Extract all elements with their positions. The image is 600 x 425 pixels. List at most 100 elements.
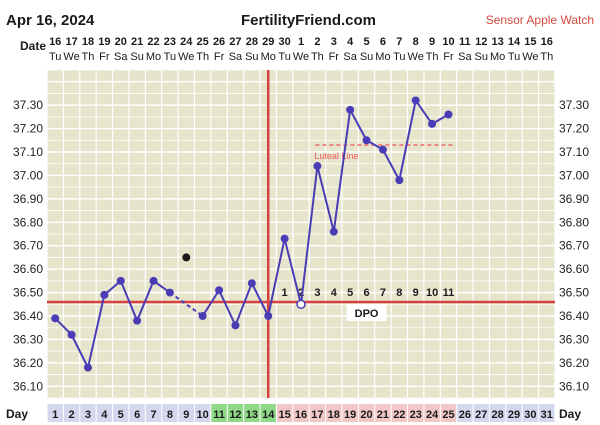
day-cell [391,404,408,422]
day-cell [473,404,489,422]
temp-tick-right: 36.50 [559,286,589,300]
temp-tick-right: 36.80 [559,215,589,229]
date-number: 1 [298,36,304,48]
day-number: 14 [262,409,275,421]
date-number: 9 [429,36,435,48]
temp-point [247,279,256,288]
weekday-label: Sa [114,51,128,63]
day-cell [194,404,211,422]
site-title: FertilityFriend.com [241,12,377,29]
day-cell [293,404,309,422]
temp-line-segment [218,289,237,326]
dpo-number: 8 [396,287,402,299]
dpo-label: DPO [355,308,379,320]
day-cell [63,404,80,422]
temp-point [133,316,142,325]
temp-line-segment [316,165,335,232]
temp-line-segment [398,100,417,181]
sensor-label: Sensor Apple Watch [485,13,594,27]
temp-tick-left: 36.70 [13,239,43,253]
temp-tick-right: 37.30 [559,98,589,112]
date-number: 23 [164,36,176,48]
temp-point [444,110,453,119]
temp-tick-left: 36.80 [13,215,43,229]
day-number: 11 [213,409,225,421]
day-number: 19 [344,409,356,421]
day-cell [506,404,522,422]
day-cell [96,404,113,422]
day-number: 3 [85,409,91,421]
day-row-label-right: Day [559,407,581,421]
temp-point [116,276,125,285]
weekday-label: Su [130,51,143,63]
day-cell [47,404,63,422]
temp-tick-left: 36.10 [13,379,43,393]
day-number: 7 [150,409,156,421]
date-number: 18 [82,36,94,48]
day-cell [178,404,194,422]
weekday-label: Mo [146,51,161,63]
temp-tick-left: 36.50 [13,286,43,300]
date-number: 22 [147,36,159,48]
temp-line-segment [283,238,302,305]
dpo-number: 6 [363,287,369,299]
temp-line-segment [136,280,155,322]
temp-point [378,145,387,154]
temp-tick-left: 37.30 [13,98,43,112]
day-row-label-left: Day [6,407,28,421]
day-cell [276,404,293,422]
dpo-number: 5 [347,287,353,299]
date-number: 11 [459,36,471,48]
temp-tick-left: 37.10 [13,145,43,159]
temp-line-segment [250,282,270,317]
dpo-number: 4 [331,287,338,299]
dpo-number: 1 [282,287,288,299]
temp-tick-right: 36.20 [559,356,589,370]
temp-tick-left: 37.00 [13,168,43,182]
day-number: 23 [410,409,422,421]
day-number: 27 [475,409,487,421]
date-number: 16 [541,36,553,48]
day-number: 15 [278,409,290,421]
weekday-label: Sa [458,51,472,63]
day-cell [244,404,260,422]
date-number: 17 [65,36,77,48]
date-number: 5 [363,36,369,48]
weekday-label: Tu [508,51,520,63]
temp-line-segment [300,165,319,305]
date-number: 29 [262,36,274,48]
date-number: 4 [347,36,354,48]
date-number: 28 [246,36,258,48]
day-cell [326,404,342,422]
dpo-number: 2 [298,287,304,299]
day-cell [539,404,555,422]
weekday-label: Mo [490,51,505,63]
day-number: 31 [541,409,553,421]
weekday-label: We [63,51,79,63]
date-number: 27 [229,36,241,48]
temp-point [313,162,322,171]
date-number: 7 [396,36,402,48]
day-cell [113,404,129,422]
date-number: 3 [331,36,337,48]
temp-line-segment [332,109,352,232]
weekday-label: Fr [99,51,110,63]
temp-point [51,314,60,323]
day-number: 17 [311,409,323,421]
temp-point [395,176,404,185]
weekday-label: Th [426,51,439,63]
date-number: 15 [524,36,536,48]
day-number: 6 [134,409,140,421]
day-cell [211,404,227,422]
day-number: 20 [360,409,372,421]
day-cell [457,404,473,422]
day-cell [162,404,178,422]
day-number: 25 [442,409,454,421]
temp-point [362,136,371,145]
temp-point [264,312,273,320]
temp-point [100,290,109,299]
day-number: 4 [101,409,108,421]
day-cell [489,404,506,422]
day-cell [424,404,440,422]
